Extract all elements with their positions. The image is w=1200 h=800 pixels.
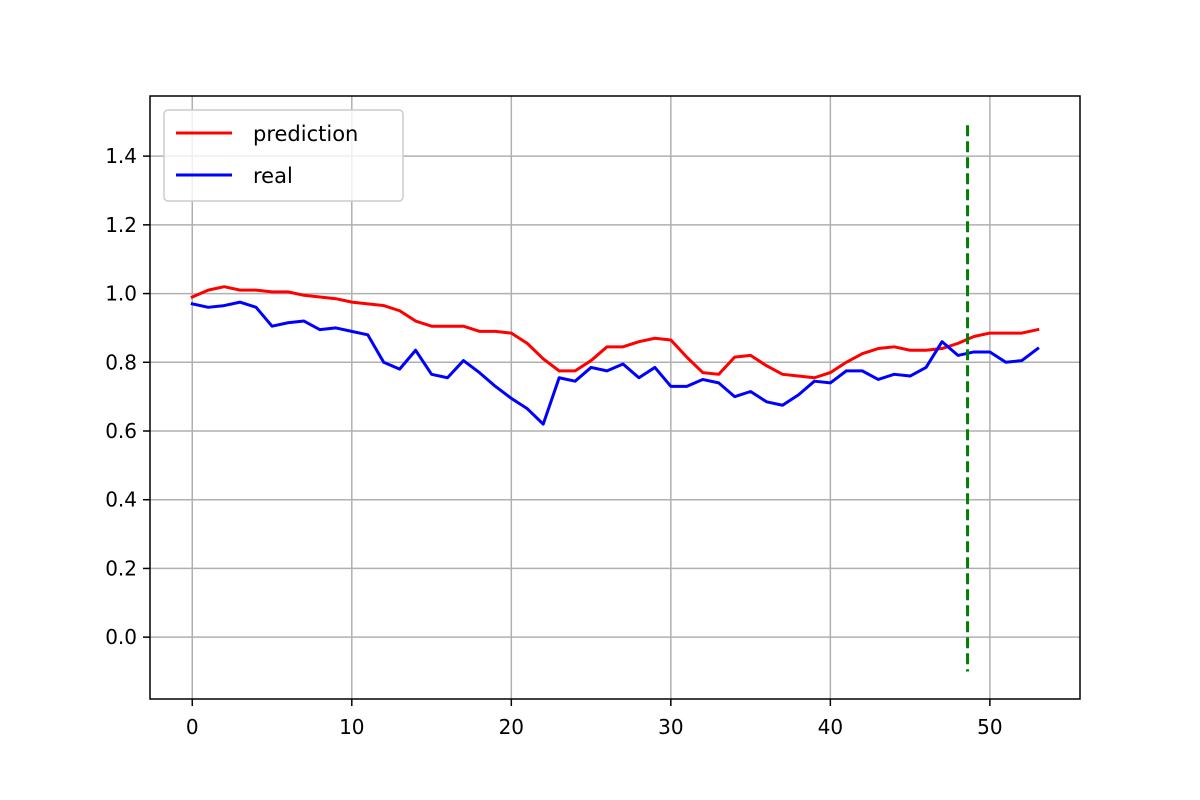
legend-label-prediction: prediction [253,122,358,146]
plot-area-frame [149,95,1081,700]
axis-ticks: 0 10 20 30 40 50 0.0 0.2 0.4 0.6 0.8 1.0 1.2 1.4 [105,144,1002,739]
y-tick-label: 0.0 [105,625,137,649]
y-tick-label: 0.2 [105,556,137,580]
series-layer [190,285,1040,426]
legend-label-real: real [253,164,293,188]
legend: prediction real [163,109,404,202]
series-line-real [190,300,1040,426]
y-tick-label: 0.4 [105,488,137,512]
x-tick-label: 20 [499,715,524,739]
y-tick-label: 1.0 [105,282,137,306]
x-tick-label: 0 [186,715,199,739]
y-tick-label: 1.2 [105,213,137,237]
y-tick-label: 0.6 [105,419,137,443]
y-tick-label: 1.4 [105,144,137,168]
x-tick-label: 10 [339,715,364,739]
series-line-prediction [190,285,1040,380]
x-tick-label: 50 [977,715,1002,739]
y-tick-label: 0.8 [105,350,137,374]
x-tick-label: 30 [658,715,683,739]
x-tick-label: 40 [818,715,843,739]
